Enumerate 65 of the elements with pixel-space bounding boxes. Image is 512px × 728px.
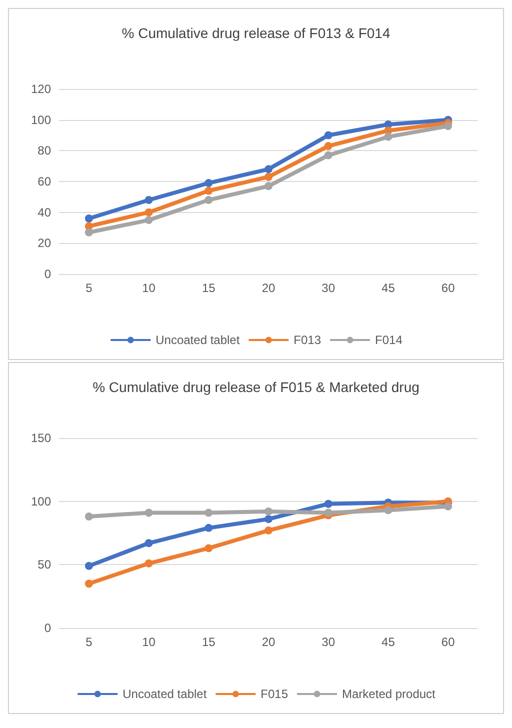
point bbox=[204, 508, 213, 517]
point bbox=[384, 132, 392, 141]
point bbox=[324, 151, 332, 160]
point bbox=[264, 526, 272, 534]
y-tick-label: 40 bbox=[38, 205, 52, 220]
point bbox=[264, 507, 272, 516]
x-tick-label: 15 bbox=[202, 281, 216, 295]
point bbox=[324, 500, 332, 508]
y-tick-label: 150 bbox=[30, 431, 52, 445]
chart-title: % Cumulative drug release of F013 & F014 bbox=[122, 25, 390, 41]
x-tick-label: 60 bbox=[441, 635, 456, 649]
y-tick-label: 100 bbox=[30, 494, 52, 508]
point bbox=[84, 512, 93, 521]
point bbox=[204, 186, 213, 195]
point bbox=[84, 214, 93, 222]
point bbox=[144, 216, 153, 224]
x-tick-label: 5 bbox=[86, 281, 93, 295]
y-tick-label: 20 bbox=[38, 236, 52, 250]
point bbox=[264, 165, 272, 174]
point bbox=[84, 562, 93, 570]
point bbox=[204, 196, 213, 204]
y-tick-label: 60 bbox=[38, 174, 52, 188]
point bbox=[324, 142, 332, 150]
x-tick-label: 20 bbox=[262, 635, 276, 649]
point bbox=[204, 524, 213, 532]
point bbox=[84, 228, 93, 236]
x-tick-label: 30 bbox=[322, 281, 336, 295]
chart-title: % Cumulative drug release of F015 & Marketed drug bbox=[92, 379, 420, 395]
point bbox=[204, 179, 213, 188]
point bbox=[324, 131, 332, 140]
x-tick-label: 45 bbox=[382, 281, 396, 295]
point bbox=[144, 196, 153, 204]
point bbox=[444, 122, 452, 130]
point bbox=[204, 544, 213, 552]
x-tick-label: 10 bbox=[142, 635, 156, 649]
point bbox=[264, 172, 272, 181]
point bbox=[144, 559, 153, 568]
point bbox=[324, 508, 332, 517]
point bbox=[444, 502, 452, 510]
y-tick-label: 80 bbox=[38, 144, 52, 158]
y-tick-label: 100 bbox=[30, 112, 52, 127]
legend-label: Uncoated tablet bbox=[156, 333, 240, 347]
x-tick-label: 15 bbox=[202, 635, 216, 649]
x-tick-label: 45 bbox=[382, 635, 396, 649]
point bbox=[84, 580, 93, 588]
point bbox=[264, 182, 272, 190]
legend-label: Marketed product bbox=[342, 687, 436, 701]
point bbox=[144, 539, 153, 548]
legend-label: Uncoated tablet bbox=[122, 687, 208, 701]
x-tick-label: 60 bbox=[441, 281, 456, 295]
legend-label: F015 bbox=[260, 687, 288, 701]
x-tick-label: 20 bbox=[262, 281, 276, 295]
x-tick-label: 30 bbox=[322, 635, 336, 649]
legend-label: F013 bbox=[294, 333, 322, 347]
y-tick-label: 120 bbox=[30, 82, 52, 96]
y-tick-label: 0 bbox=[44, 621, 52, 635]
y-tick-label: 0 bbox=[44, 267, 52, 281]
point bbox=[144, 208, 153, 216]
y-tick-label: 50 bbox=[38, 558, 52, 572]
x-tick-label: 10 bbox=[142, 281, 156, 295]
point bbox=[264, 515, 272, 524]
point bbox=[384, 506, 392, 514]
legend-label: F014 bbox=[375, 333, 403, 347]
x-tick-label: 5 bbox=[86, 635, 93, 649]
point bbox=[144, 508, 153, 517]
